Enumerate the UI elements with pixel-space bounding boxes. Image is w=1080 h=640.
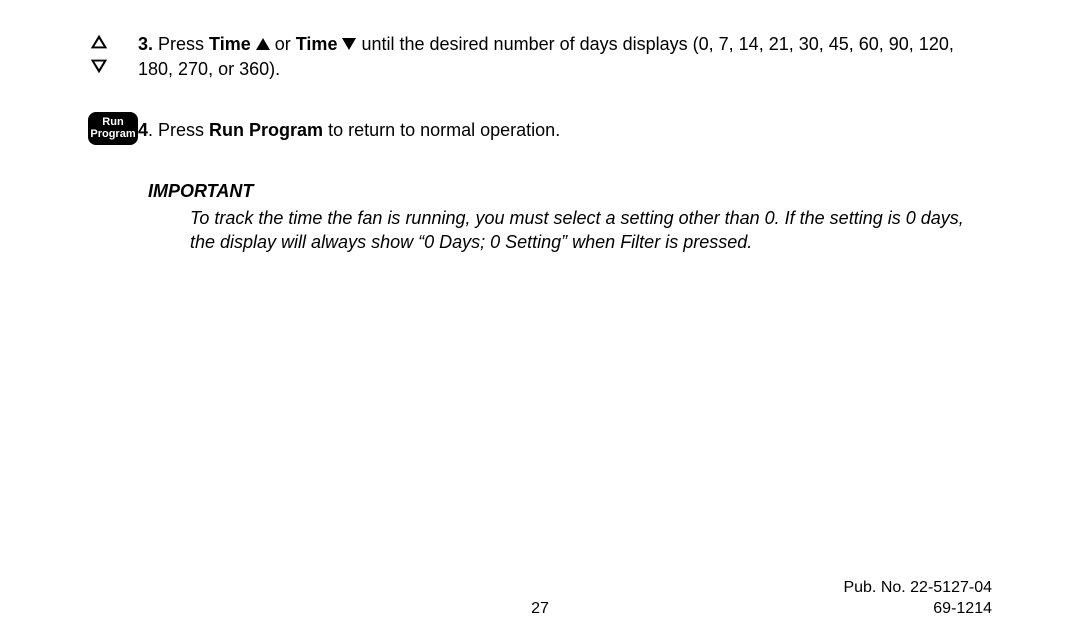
important-title: IMPORTANT: [148, 181, 992, 202]
step-4: Run Program 4. Press Run Program to retu…: [88, 112, 992, 145]
inline-down-icon: [342, 32, 356, 56]
step-3-time2: Time: [296, 34, 338, 54]
step-3-pre: Press: [158, 34, 209, 54]
triangle-down-icon: [88, 56, 110, 76]
step-3-number: 3.: [138, 34, 153, 54]
step-4-runprog: Run Program: [209, 120, 323, 140]
step-4-post: to return to normal operation.: [323, 120, 560, 140]
step-3-mid1: or: [270, 34, 296, 54]
important-body: To track the time the fan is running, yo…: [190, 206, 980, 255]
step-3-text: 3. Press Time or Time until the desired …: [138, 32, 992, 82]
run-label-line1: Run: [102, 116, 123, 129]
important-note: IMPORTANT To track the time the fan is r…: [148, 181, 992, 255]
step-3-icons: [88, 32, 138, 76]
step-4-icons: Run Program: [88, 112, 138, 145]
run-label-line2: Program: [90, 128, 135, 141]
step-3: 3. Press Time or Time until the desired …: [88, 32, 992, 82]
pub-number: Pub. No. 22-5127-04: [843, 577, 992, 599]
doc-number: 69-1214: [843, 598, 992, 620]
triangle-up-icon: [88, 32, 110, 52]
inline-up-icon: [256, 32, 270, 56]
publication-info: Pub. No. 22-5127-04 69-1214: [843, 577, 992, 620]
step-4-number: 4: [138, 120, 148, 140]
run-program-button-icon: Run Program: [88, 112, 138, 145]
step-4-text: 4. Press Run Program to return to normal…: [138, 112, 992, 142]
step-3-time1: Time: [209, 34, 251, 54]
step-4-pre: Press: [153, 120, 209, 140]
manual-page: 3. Press Time or Time until the desired …: [0, 0, 1080, 640]
